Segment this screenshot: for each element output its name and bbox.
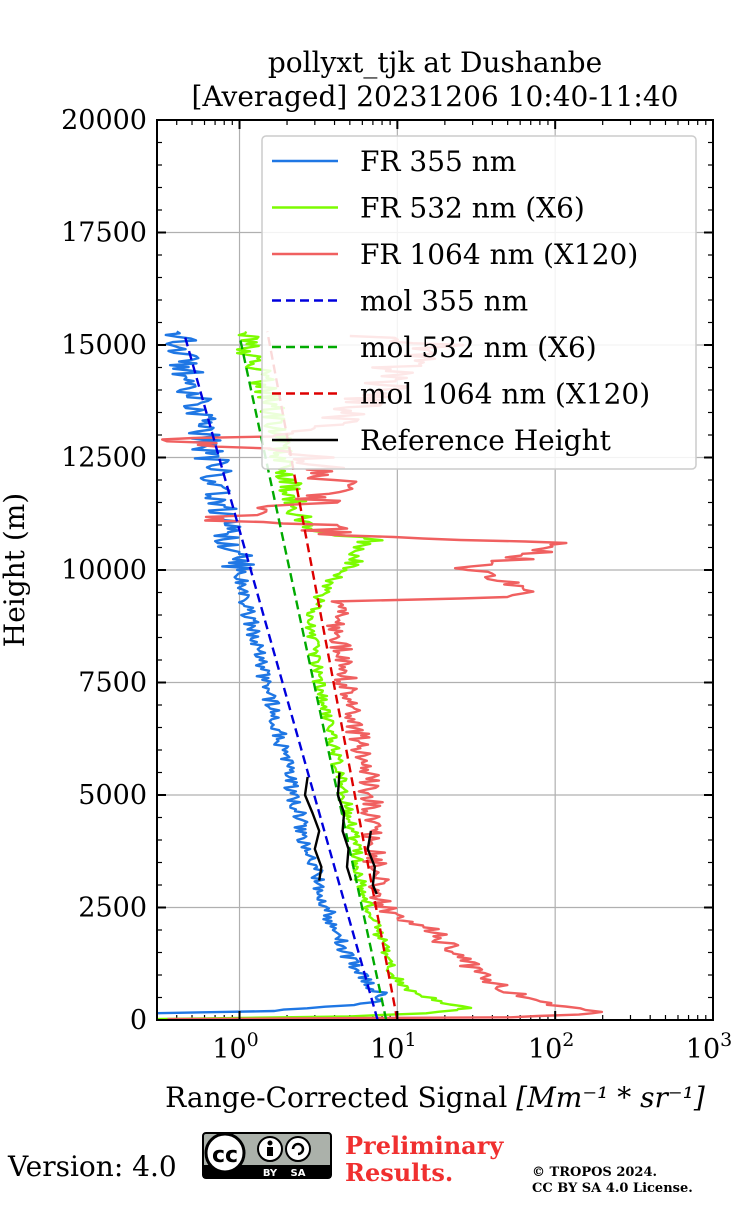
cc-license-badge: cc BY SA — [202, 1132, 332, 1179]
sa-icon — [285, 1136, 311, 1162]
preliminary-results-line1: Preliminary — [345, 1131, 504, 1160]
x-tick-label: 101 — [370, 1029, 416, 1065]
legend-label: FR 1064 nm (X120) — [360, 238, 638, 271]
cc-icon — [204, 1132, 246, 1174]
copyright-line2: CC BY SA 4.0 License. — [532, 1181, 693, 1196]
y-tick-label: 12500 — [61, 443, 147, 474]
legend: FR 355 nm FR 532 nm (X6) FR 1064 nm (X120)… — [261, 135, 697, 470]
x-axis-label-text: Range-Corrected Signal — [165, 1081, 516, 1114]
legend-label: Reference Height — [360, 424, 612, 457]
x-tick-exponent: 1 — [404, 1029, 416, 1051]
x-tick-label: 103 — [686, 1029, 732, 1065]
cc-sa-label: SA — [291, 1168, 306, 1179]
y-tick-label: 0 — [130, 1005, 147, 1036]
x-axis-label: Range-Corrected Signal [Mm⁻¹ * sr⁻¹] — [165, 1081, 705, 1114]
legend-label: FR 355 nm — [360, 145, 516, 178]
series-line-reference-height — [366, 830, 378, 895]
y-tick-label: 2500 — [78, 893, 147, 924]
y-tick-label: 17500 — [61, 218, 147, 249]
y-axis-label: Height (m) — [0, 493, 31, 647]
y-axis: 0 2500 5000 7500 10000 12500 15000 17500 20000 — [61, 105, 713, 1036]
legend-box — [261, 135, 697, 470]
preliminary-results-line2: Results. — [345, 1158, 453, 1187]
x-tick-label: 100 — [212, 1029, 258, 1065]
x-tick-exponent: 3 — [720, 1029, 732, 1051]
series-line-mol-355-nm — [183, 335, 379, 1020]
copyright-line1: © TROPOS 2024. — [532, 1165, 657, 1180]
chart-title-line1: pollyxt_tjk at Dushanbe — [268, 46, 602, 79]
legend-label: mol 355 nm — [360, 285, 528, 318]
x-tick-exponent: 0 — [247, 1029, 259, 1051]
x-axis-label-unit: [Mm⁻¹ * sr⁻¹] — [516, 1081, 705, 1114]
y-tick-label: 10000 — [61, 555, 147, 586]
y-tick-label: 5000 — [78, 780, 147, 811]
legend-label: mol 532 nm (X6) — [360, 331, 597, 364]
y-tick-label: 15000 — [61, 330, 147, 361]
cc-by-label: BY — [263, 1168, 278, 1179]
cc-icon-text: cc — [212, 1143, 238, 1168]
version-label: Version: 4.0 — [7, 1150, 177, 1183]
y-tick-label: 20000 — [61, 105, 147, 136]
legend-label: mol 1064 nm (X120) — [360, 378, 650, 411]
x-axis: 100 101 102 103 — [212, 120, 732, 1065]
x-tick-exponent: 2 — [562, 1029, 574, 1051]
series-line-reference-height — [303, 776, 323, 881]
x-tick-label: 102 — [528, 1029, 574, 1065]
legend-label: FR 532 nm (X6) — [360, 192, 585, 225]
y-tick-label: 7500 — [78, 668, 147, 699]
series-line-mol-1064-nm-x120 — [266, 331, 399, 1020]
chart-title-line2: [Averaged] 20231206 10:40-11:40 — [192, 80, 679, 113]
series-line-reference-height — [336, 772, 353, 881]
